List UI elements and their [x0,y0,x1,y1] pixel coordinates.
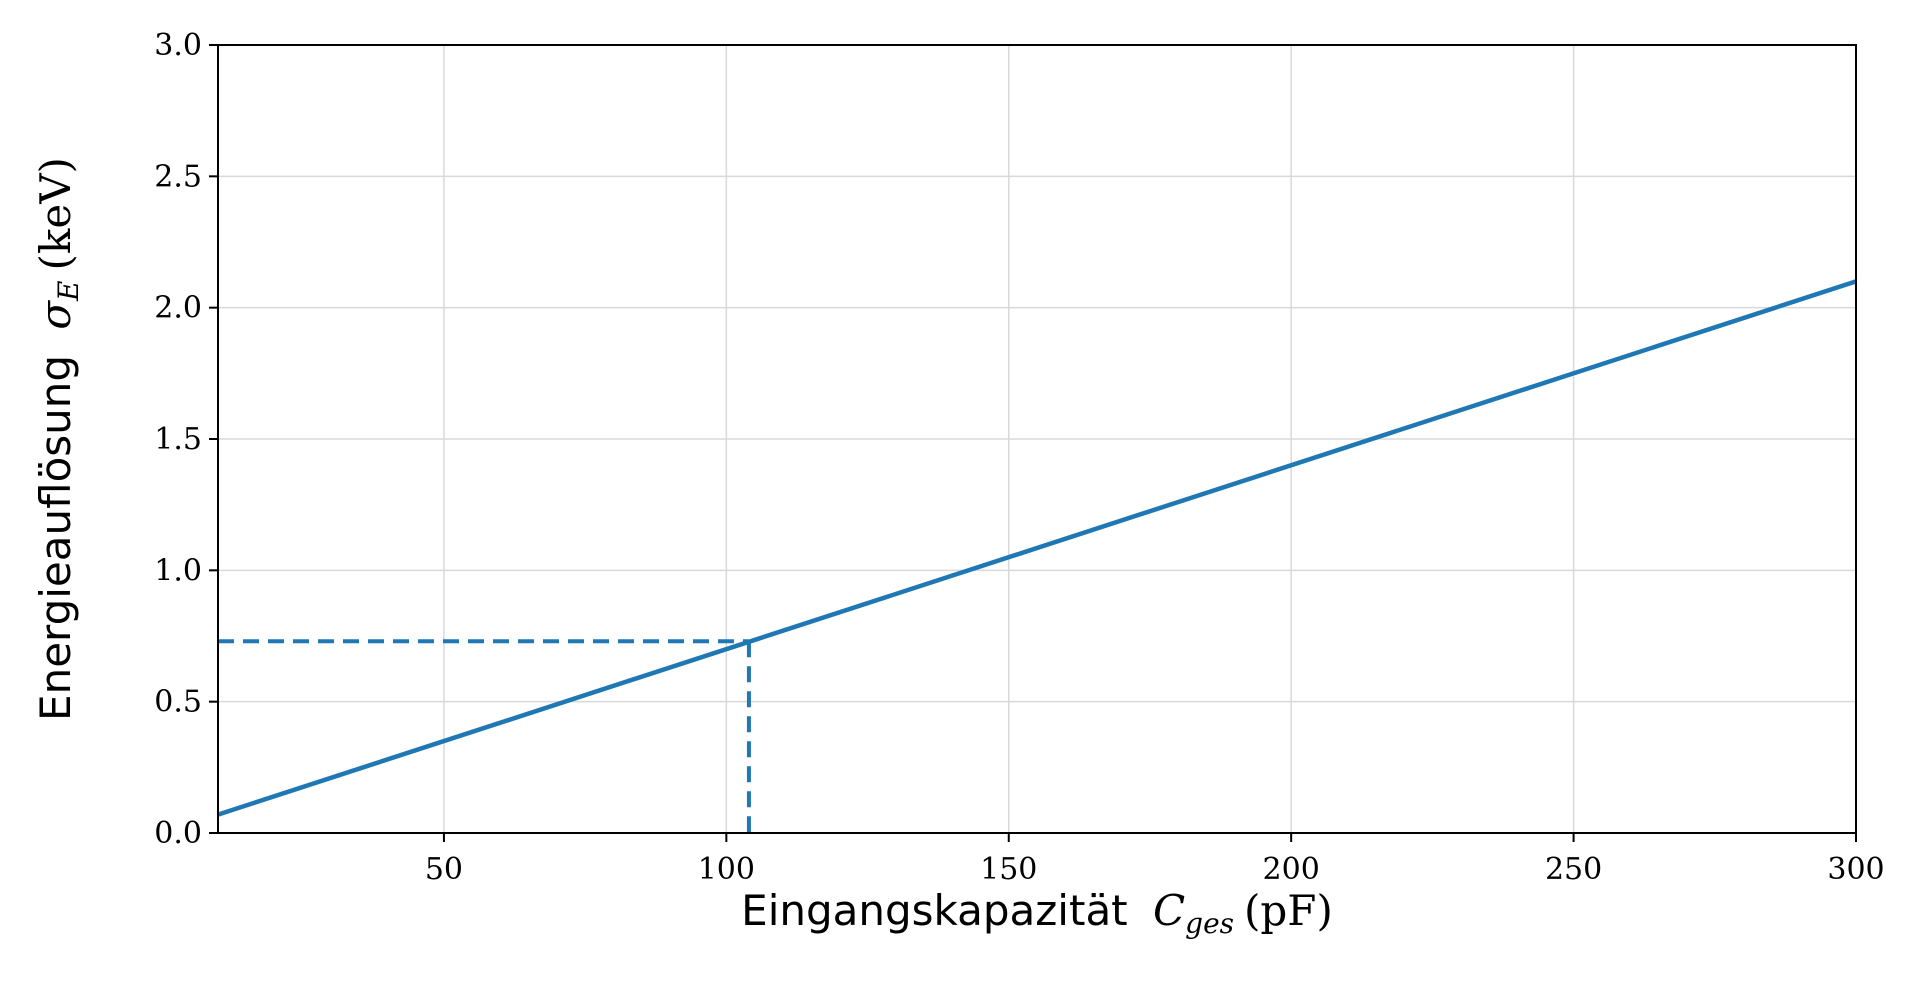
x-tick-label: 150 [980,852,1037,887]
y-tick-label: 1.5 [154,422,202,457]
x-axis: 50 100 150 200 250 300 [425,833,1885,887]
y-axis-label: Energieauflösung σE (keV) [31,157,85,721]
x-tick-label: 50 [425,852,463,887]
x-axis-label-unit: (pF) [1244,886,1333,935]
y-axis-label-symbol: σ [31,300,80,330]
y-axis-label-unit: (keV) [31,157,80,270]
guide-lines [218,639,751,833]
grid [218,44,1857,834]
series-layer [217,279,1857,817]
x-tick-label: 250 [1545,852,1602,887]
y-tick-label: 0.0 [154,816,202,851]
y-axis-label-subscript: E [52,280,85,301]
x-axis-label-text: Eingangskapazität [741,886,1128,935]
y-tick-label: 1.0 [154,553,202,588]
x-axis-label-symbol: C [1153,886,1185,935]
x-axis-label: Eingangskapazität Cges (pF) [741,886,1333,940]
x-axis-label-subscript: ges [1185,907,1234,940]
y-tick-label: 2.5 [154,159,202,194]
y-tick-label: 3.0 [154,28,202,63]
x-tick-label: 300 [1827,852,1884,887]
y-tick-label: 0.5 [154,685,202,720]
y-axis-label-text: Energieauflösung [31,355,80,721]
x-tick-label: 200 [1263,852,1320,887]
y-tick-label: 2.0 [154,291,202,326]
series-line [217,279,1857,817]
y-axis: 0.0 0.5 1.0 1.5 2.0 2.5 3.0 [154,28,218,851]
x-tick-label: 100 [698,852,755,887]
